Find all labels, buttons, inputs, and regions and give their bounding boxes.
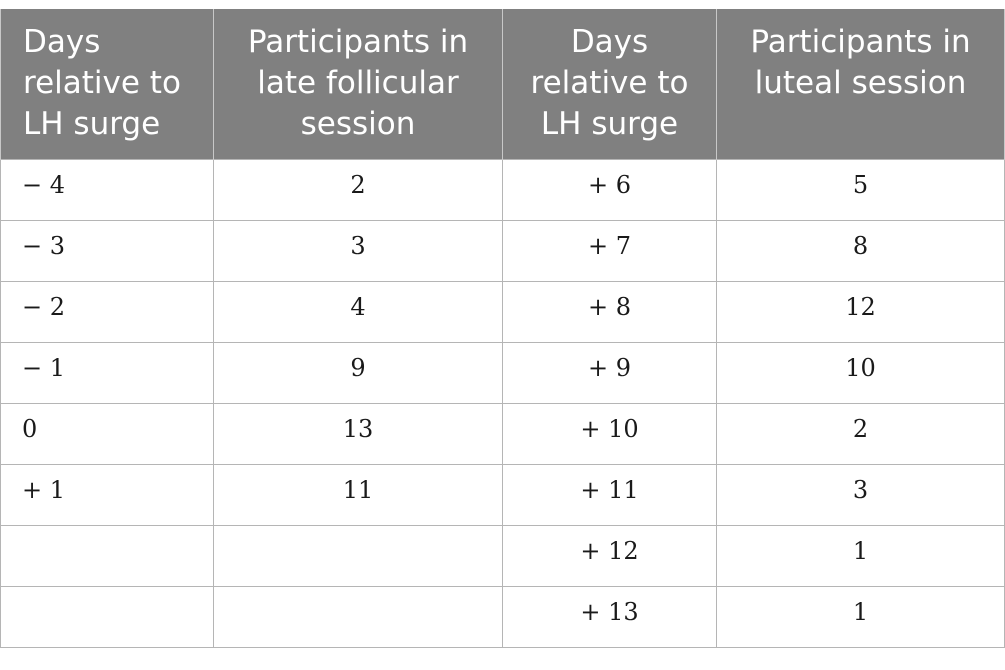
cell-value: + 1 bbox=[22, 475, 66, 504]
days-follicular-cell: − 1 bbox=[0, 341, 214, 404]
header-line: LH surge bbox=[540, 106, 679, 142]
cell-value: + 10 bbox=[580, 414, 639, 443]
days-luteal-cell: + 6 bbox=[502, 158, 717, 221]
table-header: Days relative to LH surge Participants i… bbox=[0, 9, 1005, 159]
participants-luteal-cell: 2 bbox=[716, 402, 1005, 465]
cell-value: 2 bbox=[852, 414, 869, 443]
participants-follicular-cell bbox=[213, 524, 503, 587]
days-follicular-cell: − 3 bbox=[0, 219, 214, 282]
cell-value: + 12 bbox=[580, 536, 639, 565]
participants-luteal-cell: 8 bbox=[716, 219, 1005, 282]
cell-value: 10 bbox=[845, 353, 876, 382]
cell-value: 9 bbox=[350, 353, 366, 382]
days-follicular-cell: + 1 bbox=[0, 463, 214, 526]
cell-value: 1 bbox=[852, 597, 869, 626]
days-luteal-cell: + 11 bbox=[502, 463, 717, 526]
participants-luteal-cell: 1 bbox=[716, 585, 1005, 648]
participants-luteal-cell: 10 bbox=[716, 341, 1005, 404]
cell-value: + 6 bbox=[587, 170, 631, 199]
header-participants-follicular: Participants in late follicular session bbox=[213, 9, 503, 159]
cell-value: + 8 bbox=[587, 292, 631, 321]
days-luteal-cell: + 9 bbox=[502, 341, 717, 404]
participants-follicular-cell: 13 bbox=[213, 402, 503, 465]
table-body: − 4 2 + 6 5− 3 3 + 7 8− 2 4 + 8 12− 1 9 + 9 10 0 13 + 1… bbox=[0, 158, 1005, 648]
table-row: − 4 2 + 6 5 bbox=[0, 158, 1005, 221]
participants-luteal-cell: 5 bbox=[716, 158, 1005, 221]
header-line: luteal session bbox=[754, 65, 967, 101]
header-line: LH surge bbox=[23, 106, 161, 142]
days-luteal-cell: + 13 bbox=[502, 585, 717, 648]
days-follicular-cell bbox=[0, 585, 214, 648]
cell-value: − 3 bbox=[22, 231, 66, 260]
participants-luteal-cell: 3 bbox=[716, 463, 1005, 526]
participants-luteal-cell: 1 bbox=[716, 524, 1005, 587]
table-row: − 2 4 + 8 12 bbox=[0, 280, 1005, 343]
header-line: relative to bbox=[23, 65, 181, 101]
header-row: Days relative to LH surge Participants i… bbox=[0, 9, 1005, 159]
table-row: − 1 9 + 9 10 bbox=[0, 341, 1005, 404]
participants-follicular-cell: 3 bbox=[213, 219, 503, 282]
cell-value: 11 bbox=[342, 475, 374, 504]
cell-value: 13 bbox=[342, 414, 374, 443]
days-follicular-cell: 0 bbox=[0, 402, 214, 465]
cell-value: 8 bbox=[852, 231, 869, 260]
table-row: + 13 1 bbox=[0, 585, 1005, 648]
header-line: Participants in bbox=[247, 24, 469, 60]
days-follicular-cell: − 2 bbox=[0, 280, 214, 343]
header-line: Days bbox=[570, 24, 649, 60]
cell-value: 0 bbox=[22, 414, 38, 443]
table-row: − 3 3 + 7 8 bbox=[0, 219, 1005, 282]
header-line: relative to bbox=[530, 65, 689, 101]
header-line: Days bbox=[23, 24, 101, 60]
data-table: Days relative to LH surge Participants i… bbox=[0, 9, 1005, 648]
table-row: + 12 1 bbox=[0, 524, 1005, 587]
participants-luteal-cell: 12 bbox=[716, 280, 1005, 343]
header-line: late follicular bbox=[257, 65, 459, 101]
cell-value: 1 bbox=[852, 536, 869, 565]
cell-value: + 11 bbox=[580, 475, 639, 504]
table-row: 0 13 + 10 2 bbox=[0, 402, 1005, 465]
header-line: Participants in bbox=[750, 24, 971, 60]
participants-follicular-cell: 2 bbox=[213, 158, 503, 221]
cell-value: 5 bbox=[852, 170, 869, 199]
cell-value: + 9 bbox=[587, 353, 631, 382]
header-days-follicular: Days relative to LH surge bbox=[0, 9, 214, 159]
cell-value: − 2 bbox=[22, 292, 66, 321]
days-luteal-cell: + 10 bbox=[502, 402, 717, 465]
days-follicular-cell: − 4 bbox=[0, 158, 214, 221]
days-luteal-cell: + 8 bbox=[502, 280, 717, 343]
participants-follicular-cell: 9 bbox=[213, 341, 503, 404]
cell-value: 3 bbox=[852, 475, 869, 504]
cell-value: − 4 bbox=[22, 170, 66, 199]
header-days-luteal: Days relative to LH surge bbox=[502, 9, 717, 159]
cell-value: + 13 bbox=[580, 597, 639, 626]
header-line: session bbox=[300, 106, 416, 142]
cell-value: 3 bbox=[350, 231, 366, 260]
table-row: + 1 11 + 11 3 bbox=[0, 463, 1005, 526]
days-follicular-cell bbox=[0, 524, 214, 587]
cell-value: 4 bbox=[350, 292, 366, 321]
cell-value: 12 bbox=[845, 292, 876, 321]
days-luteal-cell: + 7 bbox=[502, 219, 717, 282]
cell-value: 2 bbox=[350, 170, 366, 199]
cell-value: − 1 bbox=[22, 353, 66, 382]
header-participants-luteal: Participants in luteal session bbox=[716, 9, 1005, 159]
participants-follicular-cell bbox=[213, 585, 503, 648]
participants-follicular-cell: 4 bbox=[213, 280, 503, 343]
cell-value: + 7 bbox=[587, 231, 631, 260]
days-luteal-cell: + 12 bbox=[502, 524, 717, 587]
participants-follicular-cell: 11 bbox=[213, 463, 503, 526]
